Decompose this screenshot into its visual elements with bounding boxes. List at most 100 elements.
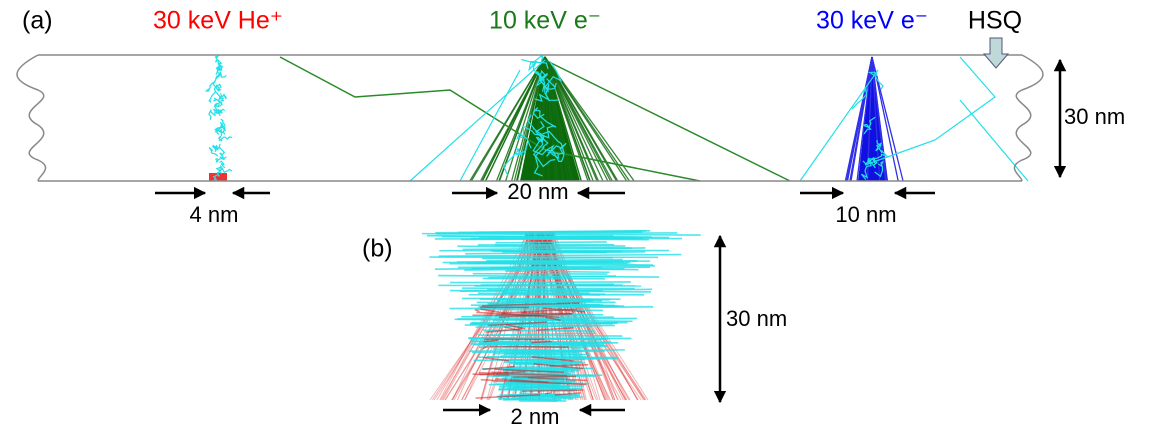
trajectory [544,142,567,162]
trajectory [856,56,873,182]
panel-label: (a) [22,7,53,35]
trajectory [220,152,227,161]
trajectory [505,343,588,346]
trajectory [208,84,219,104]
trajectory [503,361,585,364]
trajectory [488,275,617,279]
trajectory [212,108,220,116]
trajectory [212,144,219,153]
trajectory [875,139,883,154]
trajectory [479,372,567,377]
trajectory [209,173,227,181]
trajectory [208,108,216,120]
trajectory [533,121,549,177]
trajectory [531,356,575,362]
trajectory [503,353,583,356]
width-label: 10 nm [835,202,896,227]
trajectory [483,339,498,343]
trajectory [544,56,565,182]
trajectory [218,136,233,142]
trajectory [482,365,515,371]
trajectory [499,313,573,319]
trajectory [216,171,221,177]
trajectory [505,367,579,370]
trajectory [544,392,552,395]
trajectory [861,116,876,135]
trajectory [502,143,528,176]
trajectory [450,281,631,284]
trajectory [543,307,586,313]
panel-label: (b) [362,235,393,263]
trajectory [479,298,603,302]
trajectory [214,55,220,66]
trajectory [478,334,623,337]
trajectory [544,56,582,182]
trajectory [213,97,223,108]
trajectory [516,125,550,149]
trajectory [494,368,565,374]
trajectory [219,160,226,169]
trajectory [409,59,546,182]
layer-label: HSQ [968,7,1022,35]
trajectory [485,258,623,262]
trajectory [871,56,888,182]
trajectory [457,245,632,249]
thickness-label: 30 nm [1064,104,1125,129]
trajectory [532,55,546,92]
trajectory [215,67,223,75]
trajectory [482,344,490,350]
trajectory [486,334,490,337]
trajectory [204,81,216,92]
trajectory [215,71,222,80]
trajectory [472,373,510,376]
trajectory [500,355,587,358]
trajectory [426,234,652,238]
trajectory [483,356,509,362]
trajectory [438,253,682,258]
trajectory [483,305,625,308]
trajectory [864,56,996,166]
trajectory [480,378,587,386]
hsq-layer [16,54,1044,182]
trajectory [526,114,565,155]
trajectory [499,349,584,352]
trajectory [436,232,678,235]
trajectory [860,158,872,180]
trajectory [846,56,873,182]
layer-arrow [982,37,1010,69]
trajectory [220,118,226,127]
trajectory [471,322,613,325]
trajectory [520,312,572,315]
trajectory [208,146,219,157]
height-label: 30 nm [726,306,787,331]
trajectory [478,236,636,239]
trajectory [505,270,610,274]
trajectory [544,56,572,182]
trajectory [554,392,581,396]
trajectory [512,385,571,388]
trajectory [218,143,226,158]
width-label: 4 nm [190,202,239,227]
trajectory [498,396,583,400]
trajectory [871,56,904,182]
trajectory [487,321,547,327]
trajectory [469,56,546,182]
trajectory [533,363,584,370]
trajectory [477,260,624,264]
trajectory [544,56,598,182]
trajectory [457,317,638,320]
width-label: 20 nm [507,179,568,204]
trajectory [279,56,701,182]
trajectory [459,69,521,182]
trajectory [544,59,791,182]
trajectory [213,102,226,113]
trajectory [211,144,220,150]
trajectory [851,86,868,110]
trajectory [512,375,577,378]
trajectory [475,308,604,312]
trajectory [505,56,546,182]
trajectory [485,328,521,333]
trajectory [536,326,574,332]
trajectory [471,267,639,271]
beam-label: 30 keV He⁺ [153,7,283,35]
